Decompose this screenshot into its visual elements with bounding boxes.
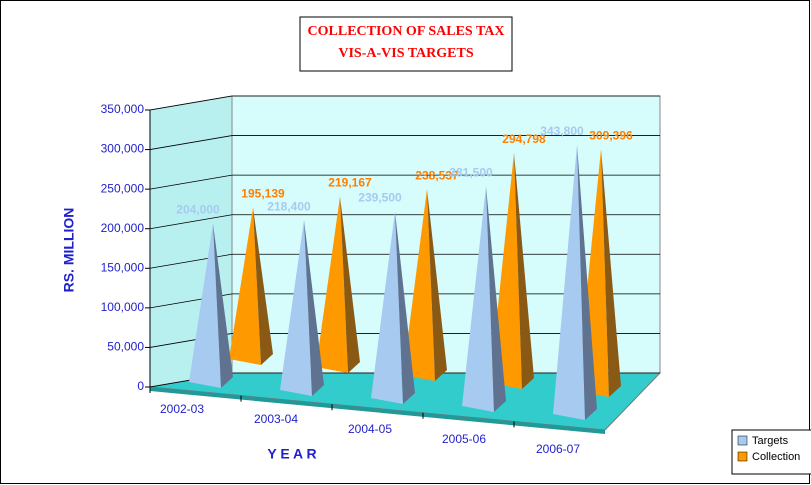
y-tick-label: 300,000	[101, 142, 145, 156]
chart-title: COLLECTION OF SALES TAX	[308, 24, 505, 39]
data-label: 195,139	[241, 187, 285, 201]
pyramid-face	[316, 196, 348, 373]
data-label: 309,396	[589, 128, 633, 142]
grid-line	[149, 214, 233, 230]
grid-line	[149, 135, 233, 150]
pyramid-side	[427, 189, 447, 381]
x-tick-label: 2004-05	[348, 422, 392, 436]
pyramid-side	[577, 144, 597, 420]
pyramid-face	[189, 223, 221, 388]
data-label: 238,537	[415, 168, 459, 182]
y-tick-label: 100,000	[101, 300, 145, 314]
data-label: 239,500	[358, 191, 402, 205]
legend-swatch	[737, 451, 748, 462]
pyramid-face	[462, 186, 494, 412]
y-tick-label: 250,000	[101, 181, 145, 195]
legend-swatch	[737, 435, 748, 446]
pyramid-side	[486, 186, 506, 412]
data-label: 294,798	[502, 132, 546, 146]
grid-line	[149, 253, 233, 269]
x-axis-label: Y E A R	[267, 446, 316, 462]
y-tick-label: 200,000	[101, 221, 145, 235]
y-axis-label: RS. MILLION	[61, 208, 77, 293]
x-tick-label: 2006-07	[536, 442, 580, 456]
floor-edge	[150, 387, 605, 434]
y-tick-label: 50,000	[107, 340, 144, 354]
legend-label: Targets	[752, 435, 789, 447]
grid-line	[149, 174, 233, 190]
pyramid-side	[514, 152, 534, 389]
data-label: 219,167	[328, 176, 372, 190]
legend-label: Collection	[752, 451, 800, 463]
pyramid-side	[253, 207, 273, 365]
chart-title: VIS-A-VIS TARGETS	[338, 46, 473, 61]
y-tick-label: 0	[137, 379, 144, 393]
pyramid-side	[304, 220, 324, 396]
pyramid-face	[403, 189, 435, 381]
pyramid-side	[213, 223, 233, 388]
data-label: 343,800	[540, 124, 584, 138]
title-box	[299, 16, 513, 72]
y-tick-label: 350,000	[101, 102, 145, 116]
pyramid-face	[553, 144, 585, 420]
grid-line	[149, 95, 233, 111]
pyramid-side	[395, 211, 415, 404]
pyramid-face	[229, 207, 261, 365]
pyramid-face	[280, 220, 312, 396]
pyramid-side	[601, 149, 621, 397]
data-label: 281,500	[449, 165, 493, 179]
pyramid-face	[371, 211, 403, 404]
pyramid-side	[340, 196, 360, 373]
data-label: 218,400	[267, 199, 311, 213]
y-tick-label: 150,000	[101, 260, 145, 274]
x-tick-label: 2005-06	[442, 432, 486, 446]
data-label: 204,000	[176, 203, 220, 217]
x-tick-label: 2002-03	[160, 402, 204, 416]
x-tick-label: 2003-04	[254, 412, 298, 426]
